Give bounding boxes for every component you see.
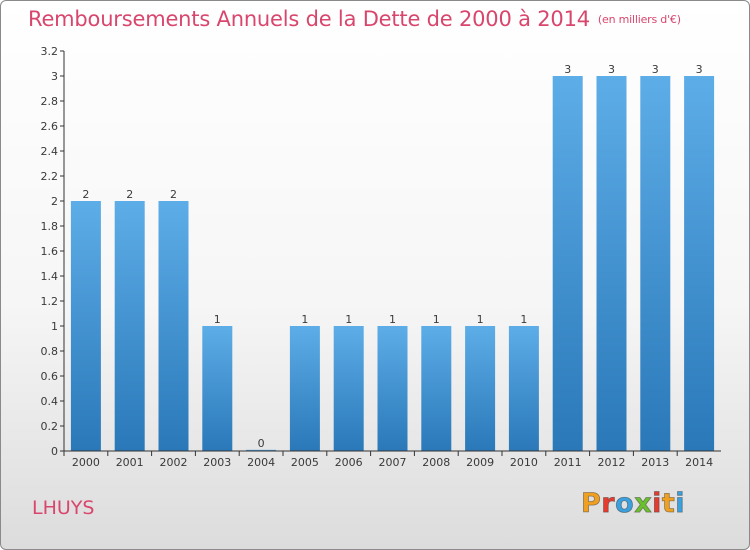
y-tick-label-1.4: 1.4 [41, 270, 59, 283]
bar-2010 [508, 326, 539, 451]
x-tick-label-2003: 2003 [203, 456, 231, 469]
logo-letter: i [675, 488, 686, 520]
bar-2004 [246, 449, 277, 451]
value-label-2013: 3 [652, 63, 659, 76]
y-tick-label-3.2: 3.2 [41, 45, 59, 58]
value-label-2008: 1 [433, 313, 440, 326]
value-label-2010: 1 [520, 313, 527, 326]
y-tick-label-2.8: 2.8 [41, 95, 59, 108]
bar-2009 [465, 326, 496, 451]
value-label-2001: 2 [126, 188, 133, 201]
x-tick-label-2001: 2001 [116, 456, 144, 469]
x-tick-label-2008: 2008 [422, 456, 450, 469]
y-tick-label-0.4: 0.4 [41, 395, 59, 408]
chart-subtitle: (en milliers d'€) [597, 13, 681, 26]
logo-letter: i [652, 488, 662, 520]
bar-2006 [333, 326, 364, 451]
y-tick-label-3: 3 [51, 70, 58, 83]
value-label-2005: 1 [301, 313, 308, 326]
x-tick-label-2002: 2002 [160, 456, 188, 469]
bar-2003 [202, 326, 233, 451]
bar-2001 [114, 201, 145, 451]
value-label-2002: 2 [170, 188, 177, 201]
x-tick-label-2007: 2007 [379, 456, 407, 469]
bars-layer [70, 76, 715, 451]
y-tick-label-2: 2 [51, 195, 58, 208]
labels-layer: 2 2000 2 2001 2 2002 1 2003 0 2004 1 2005 1 2006 1 2007… [41, 45, 714, 469]
y-tick-label-0.2: 0.2 [41, 420, 59, 433]
y-tick-label-0.8: 0.8 [41, 345, 59, 358]
x-tick-label-2005: 2005 [291, 456, 319, 469]
x-tick-label-2012: 2012 [598, 456, 626, 469]
y-tick-label-1.8: 1.8 [41, 220, 59, 233]
y-tick-label-2.6: 2.6 [41, 120, 59, 133]
bar-2002 [158, 201, 189, 451]
x-tick-label-2000: 2000 [72, 456, 100, 469]
bar-2012 [596, 76, 627, 451]
logo-letter: t [661, 488, 676, 520]
value-label-2012: 3 [608, 63, 615, 76]
y-tick-label-2.2: 2.2 [41, 170, 59, 183]
x-tick-label-2006: 2006 [335, 456, 363, 469]
bar-2013 [640, 76, 671, 451]
y-tick-label-2.4: 2.4 [41, 145, 59, 158]
logo-letter: r [601, 488, 616, 520]
bar-2014 [684, 76, 715, 451]
logo-letter: o [615, 488, 635, 520]
bar-2007 [377, 326, 408, 451]
value-label-2009: 1 [477, 313, 484, 326]
value-label-2014: 3 [696, 63, 703, 76]
value-label-2006: 1 [345, 313, 352, 326]
value-label-2007: 1 [389, 313, 396, 326]
bar-2000 [70, 201, 101, 451]
value-label-2004: 0 [258, 437, 265, 450]
commune-name: LHUYS [32, 497, 95, 519]
x-tick-label-2009: 2009 [466, 456, 494, 469]
y-tick-label-1.6: 1.6 [41, 245, 59, 258]
chart-title: Remboursements Annuels de la Dette de 20… [28, 7, 681, 31]
x-tick-label-2013: 2013 [641, 456, 669, 469]
bar-2008 [421, 326, 452, 451]
value-label-2000: 2 [82, 188, 89, 201]
bar-2011 [552, 76, 583, 451]
logo-letter: P [581, 488, 602, 520]
x-tick-label-2011: 2011 [554, 456, 582, 469]
bar-2005 [289, 326, 320, 451]
y-tick-label-0.6: 0.6 [41, 370, 59, 383]
axes [60, 50, 721, 456]
y-tick-label-1.2: 1.2 [41, 295, 59, 308]
x-tick-label-2014: 2014 [685, 456, 713, 469]
proxiti-logo: Proxiti [581, 488, 686, 520]
y-tick-label-0: 0 [51, 445, 58, 458]
x-tick-label-2004: 2004 [247, 456, 275, 469]
x-tick-label-2010: 2010 [510, 456, 538, 469]
value-label-2011: 3 [564, 63, 571, 76]
chart-title-text: Remboursements Annuels de la Dette de 20… [28, 7, 590, 31]
logo-letter: x [634, 488, 653, 520]
y-tick-label-1: 1 [51, 320, 58, 333]
value-label-2003: 1 [214, 313, 221, 326]
